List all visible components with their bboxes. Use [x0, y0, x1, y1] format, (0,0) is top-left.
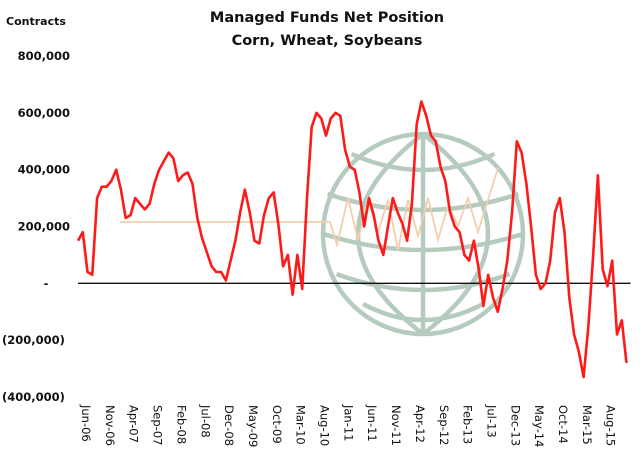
- x-tick-label: Feb-08: [174, 405, 188, 444]
- globe-logo-icon: [120, 131, 526, 337]
- y-tick-label: -: [44, 276, 49, 290]
- x-tick-label: Feb-13: [461, 405, 475, 444]
- series-line: [76, 100, 628, 379]
- x-tick-label: Jul-08: [198, 404, 212, 438]
- x-tick-label: May-14: [532, 405, 546, 447]
- x-tick-label: May-09: [246, 405, 260, 447]
- globe-parallel: [322, 231, 524, 253]
- chart-title: Managed Funds Net Position: [210, 10, 444, 26]
- x-tick-label: Nov-11: [389, 405, 403, 446]
- x-tick-label: Jan-11: [341, 404, 355, 442]
- globe-parallel: [326, 191, 520, 213]
- y-tick-label: 800,000: [18, 49, 70, 63]
- x-tick-label: Oct-14: [556, 405, 570, 444]
- logo-zigzag: [120, 167, 499, 251]
- y-axis-unit-label: Contracts: [6, 15, 66, 28]
- x-tick-label: Aug-10: [318, 405, 332, 446]
- x-tick-label: Dec-13: [508, 405, 522, 446]
- y-tick-label: 200,000: [18, 220, 70, 234]
- globe-meridian: [421, 132, 491, 336]
- globe-parallel: [361, 302, 485, 323]
- y-tick-label: (400,000): [2, 390, 65, 404]
- x-axis: Jun-06 Nov-06 Apr-07 Sep-07 Feb-08 Jul-08 Dec-…: [79, 404, 618, 447]
- globe-meridian: [355, 132, 425, 336]
- x-tick-label: Nov-06: [103, 405, 117, 446]
- y-tick-label: (200,000): [2, 333, 65, 347]
- x-tick-label: Jul-13: [484, 404, 498, 438]
- x-tick-label: Jun-11: [365, 404, 379, 442]
- x-tick-label: Apr-07: [127, 405, 141, 443]
- y-tick-label: 600,000: [18, 106, 70, 120]
- chart-subtitle: Corn, Wheat, Soybeans: [232, 33, 423, 49]
- x-tick-label: Sep-12: [437, 405, 451, 445]
- x-tick-label: Dec-08: [222, 405, 236, 446]
- x-tick-label: Mar-15: [580, 405, 594, 445]
- y-tick-label: 400,000: [18, 163, 70, 177]
- x-tick-label: Oct-09: [270, 405, 284, 444]
- x-tick-label: Sep-07: [151, 405, 165, 445]
- x-tick-label: Mar-10: [294, 405, 308, 445]
- x-tick-label: Aug-15: [604, 405, 618, 446]
- x-tick-label: Apr-12: [413, 405, 427, 443]
- globe-parallel: [350, 151, 496, 173]
- x-tick-label: Jun-06: [79, 404, 93, 442]
- y-axis: 800,000 600,000 400,000 200,000 - (200,000) (4…: [2, 49, 70, 404]
